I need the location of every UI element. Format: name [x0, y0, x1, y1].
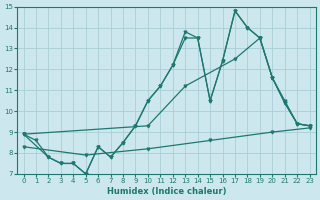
X-axis label: Humidex (Indice chaleur): Humidex (Indice chaleur)	[107, 187, 226, 196]
